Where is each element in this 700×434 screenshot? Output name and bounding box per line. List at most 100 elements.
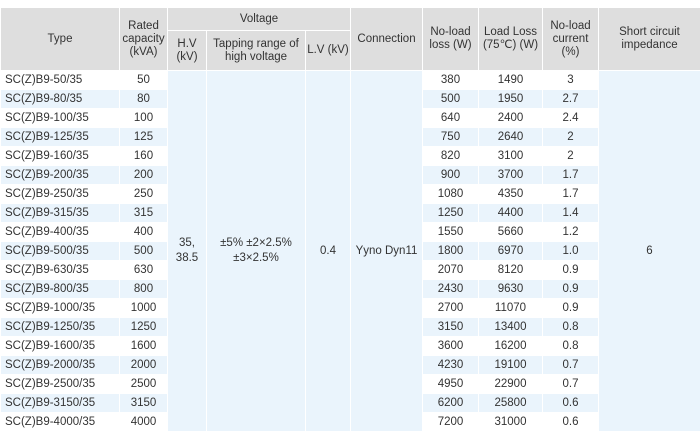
cell-type: SC(Z)B9-200/35 [0, 165, 120, 185]
cell-load-loss: 25800 [478, 393, 543, 413]
cell-no-load-loss: 640 [422, 108, 479, 128]
cell-no-load-current: 2 [542, 146, 599, 166]
cell-type: SC(Z)B9-800/35 [0, 279, 120, 299]
cell-capacity: 200 [119, 165, 168, 185]
cell-load-loss: 3700 [478, 165, 543, 185]
cell-no-load-loss: 7200 [422, 412, 479, 432]
cell-load-loss: 2640 [478, 127, 543, 147]
header-lv: L.V (kV) [305, 30, 351, 71]
cell-capacity: 2500 [119, 374, 168, 394]
cell-capacity: 250 [119, 184, 168, 204]
table-row: SC(Z)B9-315/35 315 1250 4400 1.4 [0, 203, 700, 223]
cell-no-load-current: 1.0 [542, 241, 599, 261]
table-row: SC(Z)B9-2000/35 2000 4230 19100 0.7 [0, 355, 700, 375]
cell-type: SC(Z)B9-3150/35 [0, 393, 120, 413]
cell-capacity: 2000 [119, 355, 168, 375]
cell-load-loss: 5660 [478, 222, 543, 242]
cell-type: SC(Z)B9-1000/35 [0, 298, 120, 318]
cell-type: SC(Z)B9-50/35 [0, 70, 120, 90]
cell-no-load-loss: 1800 [422, 241, 479, 261]
cell-type: SC(Z)B9-400/35 [0, 222, 120, 242]
table-row: SC(Z)B9-160/35 160 820 3100 2 [0, 146, 700, 166]
cell-no-load-loss: 6200 [422, 393, 479, 413]
cell-no-load-current: 1.7 [542, 165, 599, 185]
cell-capacity: 400 [119, 222, 168, 242]
cell-no-load-loss: 3600 [422, 336, 479, 356]
cell-type: SC(Z)B9-1600/35 [0, 336, 120, 356]
table-row: SC(Z)B9-50/35 50 35, 38.5 ±5% ±2×2.5% ±3×2.… [0, 70, 700, 432]
cell-load-loss: 1490 [478, 70, 543, 90]
cell-no-load-current: 2.4 [542, 108, 599, 128]
cell-no-load-loss: 500 [422, 89, 479, 109]
cell-type: SC(Z)B9-2500/35 [0, 374, 120, 394]
cell-tapping: ±5% ±2×2.5% ±3×2.5% [206, 70, 306, 432]
cell-no-load-loss: 2070 [422, 260, 479, 280]
cell-load-loss: 6970 [478, 241, 543, 261]
cell-type: SC(Z)B9-160/35 [0, 146, 120, 166]
cell-no-load-current: 0.7 [542, 374, 599, 394]
cell-load-loss: 2400 [478, 108, 543, 128]
cell-no-load-current: 0.8 [542, 317, 599, 337]
cell-load-loss: 4400 [478, 203, 543, 223]
cell-no-load-loss: 750 [422, 127, 479, 147]
cell-no-load-loss: 900 [422, 165, 479, 185]
cell-hv: 35, 38.5 [167, 70, 207, 432]
cell-capacity: 100 [119, 108, 168, 128]
cell-capacity: 1600 [119, 336, 168, 356]
header-rated-capacity: Rated capacity (kVA) [119, 7, 168, 71]
header-connection: Connection [350, 7, 423, 71]
header-load-loss: Load Loss (75℃) (W) [478, 7, 543, 71]
header-no-load-current: No-load current (%) [542, 7, 599, 71]
table-row: SC(Z)B9-80/35 80 500 1950 2.7 [0, 89, 700, 109]
cell-capacity: 125 [119, 127, 168, 147]
table-body: SC(Z)B9-50/35 50 35, 38.5 ±5% ±2×2.5% ±3×2.… [0, 70, 700, 432]
table-row: SC(Z)B9-4000/35 4000 7200 31000 0.6 [0, 412, 700, 432]
cell-load-loss: 1950 [478, 89, 543, 109]
cell-load-loss: 16200 [478, 336, 543, 356]
cell-type: SC(Z)B9-80/35 [0, 89, 120, 109]
cell-load-loss: 4350 [478, 184, 543, 204]
cell-no-load-loss: 2700 [422, 298, 479, 318]
cell-capacity: 800 [119, 279, 168, 299]
table-row: SC(Z)B9-2500/35 2500 4950 22900 0.7 [0, 374, 700, 394]
cell-capacity: 1000 [119, 298, 168, 318]
cell-load-loss: 3100 [478, 146, 543, 166]
cell-no-load-current: 3 [542, 70, 599, 90]
cell-no-load-loss: 2430 [422, 279, 479, 299]
cell-no-load-current: 0.7 [542, 355, 599, 375]
header-voltage: Voltage [167, 7, 351, 31]
cell-load-loss: 13400 [478, 317, 543, 337]
cell-capacity: 4000 [119, 412, 168, 432]
cell-no-load-current: 0.9 [542, 279, 599, 299]
cell-no-load-current: 2 [542, 127, 599, 147]
cell-no-load-current: 0.9 [542, 260, 599, 280]
cell-capacity: 315 [119, 203, 168, 223]
header-hv: H.V (kV) [167, 30, 207, 71]
cell-no-load-loss: 3150 [422, 317, 479, 337]
cell-no-load-current: 0.9 [542, 298, 599, 318]
cell-no-load-current: 1.7 [542, 184, 599, 204]
cell-no-load-loss: 1080 [422, 184, 479, 204]
cell-capacity: 160 [119, 146, 168, 166]
cell-no-load-loss: 1250 [422, 203, 479, 223]
cell-load-loss: 22900 [478, 374, 543, 394]
cell-load-loss: 31000 [478, 412, 543, 432]
cell-no-load-current: 1.2 [542, 222, 599, 242]
cell-no-load-current: 2.7 [542, 89, 599, 109]
cell-type: SC(Z)B9-500/35 [0, 241, 120, 261]
cell-load-loss: 9630 [478, 279, 543, 299]
header-no-load-loss: No-load loss (W) [422, 7, 479, 71]
transformer-spec-table: Type Rated capacity (kVA) Voltage Connec… [0, 7, 700, 432]
cell-no-load-current: 0.6 [542, 412, 599, 432]
cell-type: SC(Z)B9-2000/35 [0, 355, 120, 375]
cell-capacity: 80 [119, 89, 168, 109]
cell-no-load-loss: 4950 [422, 374, 479, 394]
header-impedance: Short circuit impedance [598, 7, 700, 71]
cell-type: SC(Z)B9-630/35 [0, 260, 120, 280]
cell-no-load-current: 1.4 [542, 203, 599, 223]
table-row: SC(Z)B9-630/35 630 2070 8120 0.9 [0, 260, 700, 280]
cell-capacity: 3150 [119, 393, 168, 413]
cell-capacity: 500 [119, 241, 168, 261]
cell-load-loss: 8120 [478, 260, 543, 280]
cell-load-loss: 11070 [478, 298, 543, 318]
